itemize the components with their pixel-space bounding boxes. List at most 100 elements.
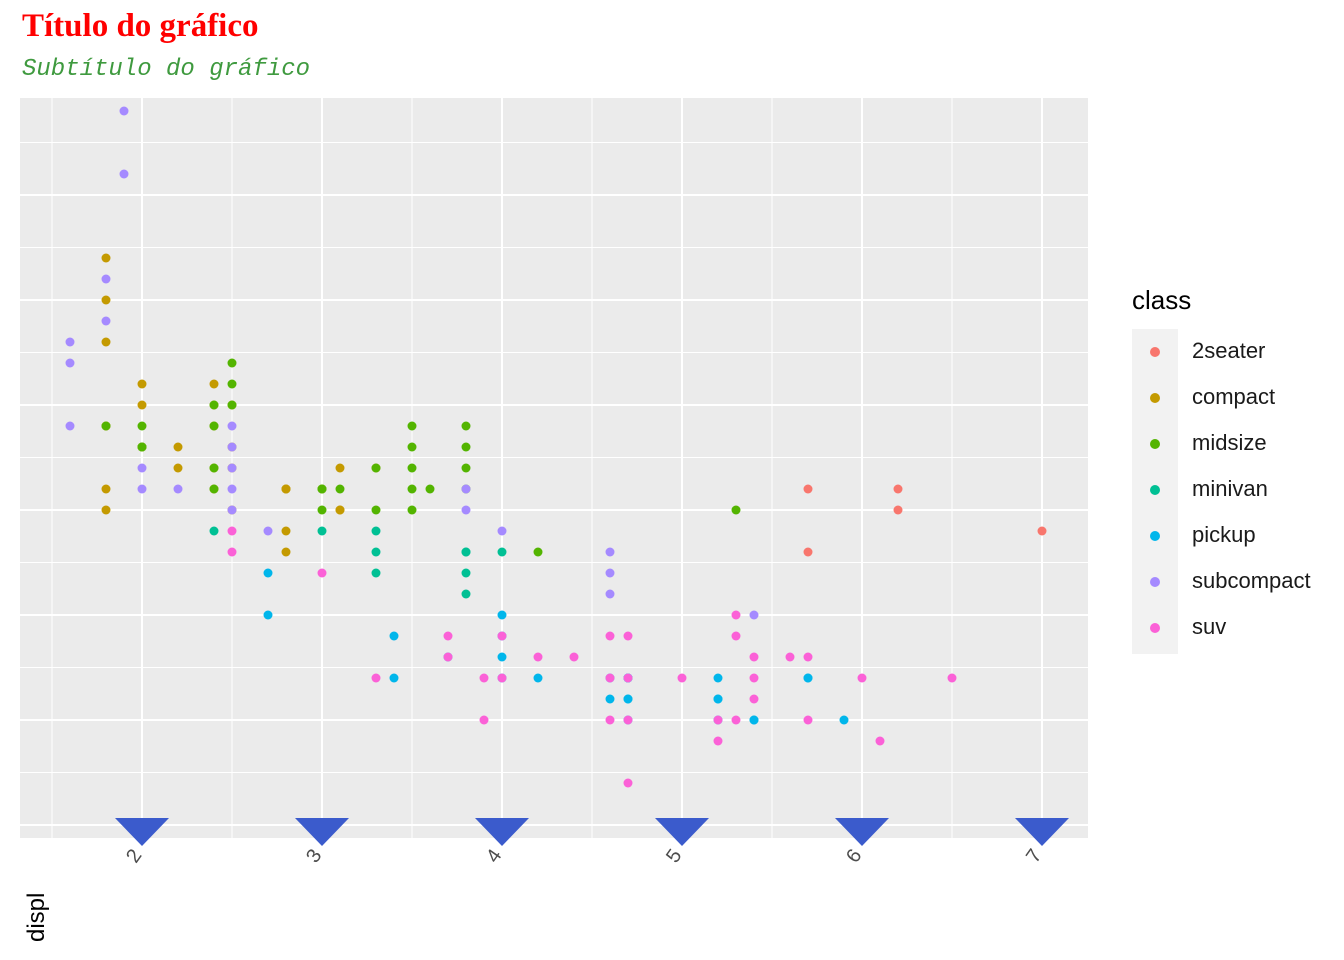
point-midsize	[227, 358, 237, 368]
point-suv	[533, 652, 543, 662]
point-minivan	[461, 568, 471, 578]
point-midsize	[461, 442, 471, 452]
x-tick-markers	[115, 818, 1069, 846]
point-pickup	[263, 568, 273, 578]
x-tick-label: 3	[302, 845, 326, 867]
point-midsize	[209, 421, 219, 431]
point-midsize	[407, 421, 417, 431]
point-suv	[713, 736, 723, 746]
point-minivan	[371, 568, 381, 578]
point-suv	[623, 631, 633, 641]
chart-subtitle: Subtítulo do gráfico	[22, 56, 311, 83]
point-pickup	[497, 610, 507, 620]
point-suv	[569, 652, 579, 662]
point-midsize	[227, 379, 237, 389]
point-midsize	[137, 421, 147, 431]
point-subcompact	[461, 505, 471, 515]
point-suv	[371, 673, 381, 683]
x-tick-label: 4	[482, 845, 506, 867]
point-compact	[101, 337, 111, 347]
point-subcompact	[263, 526, 273, 536]
point-minivan	[461, 589, 471, 599]
point-subcompact	[497, 526, 507, 536]
point-subcompact	[605, 568, 615, 578]
point-suv	[749, 694, 759, 704]
point-midsize	[407, 463, 417, 473]
point-suv	[479, 715, 489, 725]
point-pickup	[713, 694, 723, 704]
point-suv	[443, 652, 453, 662]
point-midsize	[407, 484, 417, 494]
point-suv	[731, 610, 741, 620]
point-midsize	[407, 505, 417, 515]
chart-title: Título do gráfico	[22, 8, 259, 44]
point-midsize	[425, 484, 435, 494]
point-2seater	[893, 505, 903, 515]
point-pickup	[605, 694, 615, 704]
legend-label: subcompact	[1192, 568, 1311, 593]
point-compact	[281, 484, 291, 494]
point-pickup	[803, 673, 813, 683]
plot-panel	[20, 98, 1088, 838]
point-2seater	[803, 547, 813, 557]
point-compact	[335, 463, 345, 473]
legend-label: suv	[1192, 614, 1227, 639]
point-pickup	[533, 673, 543, 683]
x-tick-label: 5	[662, 845, 686, 867]
point-suv	[497, 631, 507, 641]
point-subcompact	[461, 484, 471, 494]
point-suv	[857, 673, 867, 683]
point-midsize	[101, 421, 111, 431]
point-suv	[785, 652, 795, 662]
point-subcompact	[137, 484, 147, 494]
point-midsize	[731, 505, 741, 515]
tick-marker-triangle	[115, 818, 169, 846]
point-suv	[731, 715, 741, 725]
point-midsize	[209, 484, 219, 494]
point-suv	[605, 715, 615, 725]
x-tick-label: 7	[1022, 845, 1046, 867]
legend: class 2seater compact midsize minivan pickup…	[1132, 285, 1311, 654]
point-subcompact	[605, 547, 615, 557]
x-tick-labels: 2 3 4 5 6 7	[122, 845, 1046, 867]
point-suv	[227, 526, 237, 536]
point-midsize	[371, 463, 381, 473]
point-subcompact	[227, 505, 237, 515]
legend-item-minivan: minivan	[1132, 467, 1332, 513]
point-subcompact	[173, 484, 183, 494]
tick-marker-triangle	[295, 818, 349, 846]
point-suv	[317, 568, 327, 578]
point-minivan	[371, 547, 381, 557]
point-compact	[335, 505, 345, 515]
point-suv	[713, 715, 723, 725]
point-subcompact	[227, 442, 237, 452]
tick-marker-triangle	[835, 818, 889, 846]
point-midsize	[317, 505, 327, 515]
point-midsize	[227, 400, 237, 410]
point-pickup	[389, 631, 399, 641]
point-2seater	[893, 484, 903, 494]
point-suv	[623, 778, 633, 788]
point-pickup	[713, 673, 723, 683]
point-2seater	[1037, 526, 1047, 536]
point-compact	[173, 463, 183, 473]
point-pickup	[497, 652, 507, 662]
point-minivan	[317, 526, 327, 536]
point-suv	[623, 715, 633, 725]
point-midsize	[335, 484, 345, 494]
point-midsize	[533, 547, 543, 557]
point-suv	[497, 673, 507, 683]
point-subcompact	[227, 463, 237, 473]
point-midsize	[371, 505, 381, 515]
legend-item-suv: suv	[1132, 605, 1332, 651]
grid-lines	[20, 98, 1088, 838]
point-compact	[281, 526, 291, 536]
x-axis-label: displ	[23, 893, 50, 942]
legend-dot	[1150, 347, 1160, 357]
tick-marker-triangle	[655, 818, 709, 846]
point-subcompact	[101, 316, 111, 326]
legend-label: minivan	[1192, 476, 1268, 501]
point-pickup	[839, 715, 849, 725]
point-compact	[101, 505, 111, 515]
point-compact	[101, 295, 111, 305]
